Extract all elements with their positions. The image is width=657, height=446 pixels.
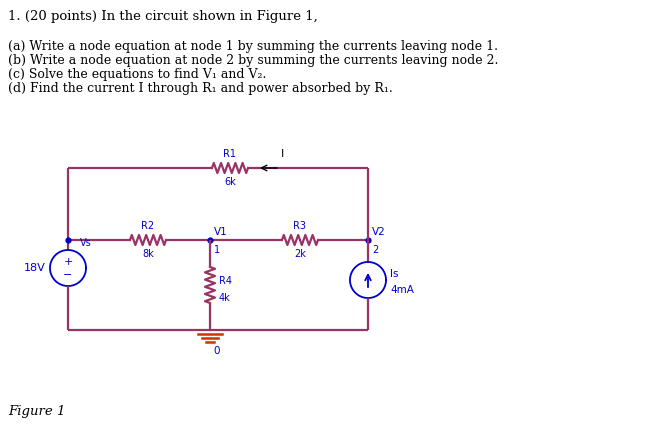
- Text: R3: R3: [294, 221, 307, 231]
- Text: 2: 2: [372, 245, 378, 255]
- Text: V2: V2: [372, 227, 386, 237]
- Text: R2: R2: [141, 221, 154, 231]
- Text: +: +: [63, 257, 73, 267]
- Text: 8k: 8k: [142, 249, 154, 259]
- Text: (d) Find the current I through R₁ and power absorbed by R₁.: (d) Find the current I through R₁ and po…: [8, 82, 393, 95]
- Text: (a) Write a node equation at node 1 by summing the currents leaving node 1.: (a) Write a node equation at node 1 by s…: [8, 40, 498, 53]
- Text: R4: R4: [219, 276, 232, 286]
- Text: I: I: [281, 149, 284, 159]
- Text: 1. (20 points) In the circuit shown in Figure 1,: 1. (20 points) In the circuit shown in F…: [8, 10, 318, 23]
- Text: V1: V1: [214, 227, 228, 237]
- Text: 6k: 6k: [224, 177, 236, 187]
- Text: R1: R1: [223, 149, 237, 159]
- Text: Figure 1: Figure 1: [8, 405, 66, 418]
- Text: 18V: 18V: [24, 263, 46, 273]
- Text: Is: Is: [390, 269, 399, 279]
- Text: 1: 1: [214, 245, 220, 255]
- Text: 0: 0: [213, 346, 219, 356]
- Text: 4k: 4k: [219, 293, 231, 303]
- Text: (c) Solve the equations to find V₁ and V₂.: (c) Solve the equations to find V₁ and V…: [8, 68, 266, 81]
- Text: (b) Write a node equation at node 2 by summing the currents leaving node 2.: (b) Write a node equation at node 2 by s…: [8, 54, 499, 67]
- Text: Vs: Vs: [80, 238, 92, 248]
- Text: 2k: 2k: [294, 249, 306, 259]
- Text: −: −: [63, 270, 73, 280]
- Text: 4mA: 4mA: [390, 285, 414, 295]
